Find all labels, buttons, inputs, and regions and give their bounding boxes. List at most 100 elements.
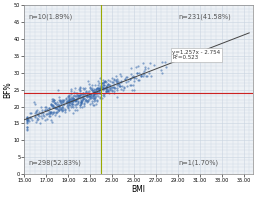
- Point: [53, 107, 57, 110]
- Point: [114, 78, 118, 82]
- Point: [39, 112, 43, 115]
- Point: [35, 116, 39, 119]
- Point: [98, 96, 102, 99]
- Point: [83, 91, 87, 94]
- Point: [82, 101, 87, 104]
- Point: [100, 85, 104, 88]
- Point: [108, 88, 112, 91]
- Point: [106, 88, 110, 91]
- Point: [119, 84, 123, 87]
- Point: [108, 85, 112, 89]
- Point: [71, 106, 75, 109]
- Point: [35, 119, 39, 122]
- Point: [79, 102, 83, 105]
- Point: [83, 100, 87, 103]
- Point: [61, 107, 65, 110]
- Point: [65, 100, 69, 103]
- Point: [43, 109, 47, 112]
- Point: [104, 90, 108, 93]
- Point: [136, 78, 140, 81]
- Point: [25, 116, 29, 120]
- Point: [66, 94, 70, 97]
- Point: [25, 120, 29, 124]
- Point: [74, 103, 79, 106]
- Point: [96, 80, 100, 83]
- Point: [80, 93, 84, 96]
- Point: [88, 85, 92, 89]
- Point: [42, 114, 46, 117]
- Point: [86, 80, 90, 83]
- Point: [73, 98, 77, 101]
- Point: [79, 92, 83, 95]
- Point: [126, 79, 130, 82]
- Point: [55, 105, 59, 109]
- Point: [30, 119, 34, 122]
- Point: [129, 66, 133, 69]
- Point: [98, 86, 102, 89]
- Point: [88, 96, 92, 99]
- Point: [45, 107, 49, 110]
- Point: [74, 94, 79, 97]
- Point: [36, 113, 40, 116]
- Point: [75, 92, 79, 95]
- Point: [48, 111, 52, 114]
- Point: [91, 94, 95, 97]
- Point: [84, 90, 88, 93]
- Point: [43, 105, 47, 108]
- Point: [106, 86, 111, 90]
- Point: [73, 109, 78, 112]
- Point: [69, 99, 73, 102]
- Point: [45, 109, 49, 112]
- Point: [104, 90, 109, 93]
- Point: [65, 105, 69, 108]
- Point: [61, 98, 65, 101]
- Point: [89, 94, 93, 97]
- Point: [73, 98, 77, 101]
- Point: [90, 100, 94, 103]
- Point: [73, 100, 77, 103]
- Point: [97, 81, 101, 85]
- Point: [35, 113, 39, 116]
- Point: [52, 99, 56, 102]
- Point: [69, 93, 73, 96]
- Point: [91, 93, 95, 97]
- Point: [53, 101, 57, 104]
- Point: [81, 92, 86, 95]
- Point: [104, 85, 109, 88]
- Text: n=231(41.58%): n=231(41.58%): [178, 14, 231, 20]
- Point: [146, 67, 150, 70]
- Point: [104, 80, 108, 83]
- Point: [79, 100, 83, 103]
- Point: [116, 79, 120, 83]
- Point: [110, 77, 114, 80]
- Point: [141, 74, 145, 77]
- Point: [37, 111, 41, 114]
- Point: [50, 104, 54, 107]
- Point: [70, 104, 74, 108]
- Point: [137, 71, 141, 74]
- Point: [54, 106, 58, 109]
- Point: [88, 96, 92, 99]
- Point: [95, 94, 100, 97]
- Point: [25, 120, 29, 123]
- Point: [106, 90, 110, 93]
- Point: [73, 87, 77, 90]
- Point: [118, 85, 122, 88]
- Point: [29, 112, 33, 115]
- Point: [80, 95, 84, 98]
- Point: [27, 116, 31, 120]
- Point: [50, 105, 55, 108]
- Point: [25, 118, 29, 121]
- Point: [93, 97, 97, 100]
- Point: [25, 115, 29, 119]
- Point: [96, 88, 100, 92]
- Point: [67, 99, 71, 102]
- Point: [101, 93, 105, 96]
- Point: [92, 84, 97, 87]
- Point: [55, 111, 59, 114]
- Point: [105, 85, 109, 88]
- Point: [78, 105, 82, 108]
- Point: [57, 108, 61, 112]
- Point: [54, 111, 58, 114]
- Point: [95, 99, 99, 102]
